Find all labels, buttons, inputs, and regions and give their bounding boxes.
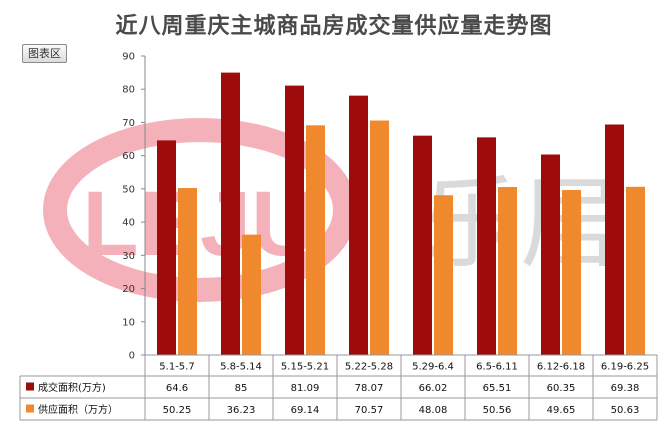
category-label: 5.1-5.7 — [159, 362, 194, 373]
bar-series-1 — [498, 187, 517, 355]
category-label: 6.19-6.25 — [601, 362, 649, 373]
bar-series-1 — [242, 234, 261, 355]
data-label-series-1: 48.08 — [419, 405, 448, 416]
bar-series-1 — [306, 125, 325, 356]
y-tick-label: 50 — [122, 184, 135, 195]
data-label-series-0: 69.38 — [611, 383, 640, 394]
y-tick-label: 80 — [122, 85, 135, 96]
category-label: 5.15-5.21 — [281, 362, 329, 373]
watermark-logo-text: LEJU — [82, 173, 317, 275]
plot-area — [157, 72, 645, 356]
data-label-series-0: 65.51 — [483, 383, 512, 394]
bar-series-1 — [178, 188, 197, 355]
y-tick-label: 30 — [122, 251, 135, 262]
y-tick-label: 10 — [122, 317, 135, 328]
bar-series-0 — [285, 85, 304, 355]
data-label-series-1: 36.23 — [227, 405, 256, 416]
data-label-series-0: 66.02 — [419, 383, 448, 394]
bar-series-0 — [477, 137, 496, 355]
bar-series-0 — [605, 124, 624, 356]
watermark-brand-text: 乐居 — [420, 165, 620, 282]
y-tick-label: 70 — [122, 118, 135, 129]
y-tick-label: 60 — [122, 151, 135, 162]
data-label-series-1: 50.25 — [163, 405, 192, 416]
bar-series-0 — [541, 154, 560, 355]
y-axis: 0 10 20 30 40 50 60 70 80 90 — [122, 52, 146, 362]
legend-swatch-series-0 — [26, 382, 34, 391]
bar-series-0 — [349, 95, 368, 356]
data-label-series-0: 81.09 — [291, 383, 320, 394]
category-label: 5.8-5.14 — [220, 362, 262, 373]
watermark-logo-ring — [43, 118, 357, 302]
data-label-series-0: 78.07 — [355, 383, 384, 394]
bar-series-1 — [370, 120, 389, 355]
bar-series-0 — [157, 140, 176, 355]
y-tick-label: 0 — [129, 351, 135, 362]
category-label: 5.22-5.28 — [345, 362, 393, 373]
bar-series-0 — [413, 135, 432, 355]
bar-series-1 — [434, 195, 453, 355]
data-label-series-1: 50.63 — [611, 405, 640, 416]
y-tick-label: 90 — [122, 52, 135, 63]
data-label-series-0: 60.35 — [547, 383, 576, 394]
data-label-series-0: 64.6 — [166, 383, 188, 394]
bar-series-1 — [562, 190, 581, 355]
chart-title: 近八周重庆主城商品房成交量供应量走势图 — [115, 13, 553, 39]
category-label: 6.5-6.11 — [476, 362, 518, 373]
data-label-series-1: 49.65 — [547, 405, 576, 416]
category-label: 6.12-6.18 — [537, 362, 585, 373]
data-table: 5.1-5.7 5.8-5.14 5.15-5.21 5.22-5.28 5.29-6.… — [19, 354, 658, 421]
category-label: 5.29-6.4 — [412, 362, 454, 373]
y-tick-label: 20 — [122, 284, 135, 295]
data-label-series-0: 85 — [235, 383, 248, 394]
legend-label-series-1: 供应面积（万方） — [38, 403, 118, 416]
data-label-series-1: 69.14 — [291, 405, 320, 416]
y-tick-label: 40 — [122, 218, 135, 229]
bar-series-0 — [221, 72, 240, 355]
bar-series-1 — [626, 186, 645, 355]
data-label-series-1: 50.56 — [483, 405, 512, 416]
legend-label-series-0: 成交面积(万方) — [38, 381, 106, 394]
legend-swatch-series-1 — [26, 404, 34, 413]
chart-area-button[interactable]: 图表区 — [22, 44, 67, 63]
watermark: LEJU 乐居 — [43, 118, 620, 302]
data-label-series-1: 70.57 — [355, 405, 384, 416]
